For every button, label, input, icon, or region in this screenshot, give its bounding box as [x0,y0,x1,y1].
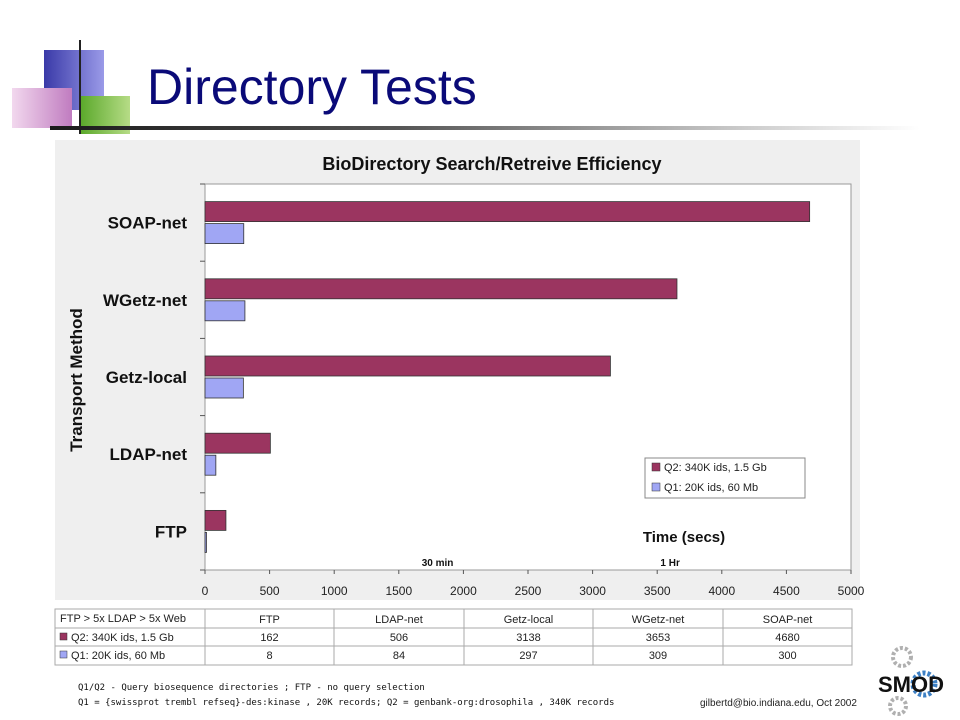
legend-label-q2: Q2: 340K ids, 1.5 Gb [664,462,767,474]
category-label: WGetz-net [103,291,187,310]
table-cells: FTP LDAP-net Getz-local WGetz-net SOAP-net Q2… [59,614,813,662]
x-tick-label: 0 [202,584,209,598]
table-col-header: LDAP-net [375,614,423,626]
bar-soap-net-s2 [204,223,245,245]
x-axis-label: Time (secs) [643,529,725,546]
table-cell: 3653 [646,632,670,644]
table-row-label: Q2: 340K ids, 1.5 Gb [71,632,174,644]
legend-box [644,457,806,499]
x-tick-label: 4500 [773,584,800,598]
chart-title: BioDirectory Search/Retreive Efficiency [322,154,661,174]
annotation: 1 Hr [660,558,680,569]
bar-getz-local-s2 [204,377,244,399]
footer-line-2: Q1 = {swissprot trembl refseq}-des:kinas… [78,698,614,708]
bar-ftp-s2 [204,532,207,553]
bar-wgetz-net-s1 [204,278,678,300]
table-header-label: FTP > 5x LDAP > 5x Web [60,613,186,625]
deco-pink-square [12,88,72,128]
x-tick-label: 1000 [321,584,348,598]
table-col-header: SOAP-net [763,614,813,626]
x-tick-label: 5000 [838,584,865,598]
annotation: 30 min [422,558,454,569]
x-tick-label: 2500 [515,584,542,598]
table-row-label: Q1: 20K ids, 60 Mb [71,650,165,662]
logo-text: SMOD [878,672,944,697]
x-tick-label: 500 [260,584,280,598]
gear-icon [891,646,913,668]
gear-icon [888,696,908,716]
y-axis-label: Transport Method [67,308,86,452]
table-col-header: Getz-local [504,614,554,626]
table-col-header: FTP [259,614,280,626]
footer-email: gilbertd@bio.indiana.edu, Oct 2002 [700,698,857,709]
table-cell: 506 [390,632,408,644]
table-row-swatch [59,632,68,641]
table-cell: 297 [519,650,537,662]
x-tick-label: 2000 [450,584,477,598]
bar-ftp-s1 [204,509,227,531]
bar-wgetz-net-s2 [204,300,246,322]
table-col-header: WGetz-net [632,614,685,626]
table-cell: 8 [266,650,272,662]
legend-swatch-q2 [651,462,661,472]
table-bg [54,608,853,666]
x-tick-label: 3000 [579,584,606,598]
gear-icon [910,670,938,698]
table-cell: 4680 [775,632,799,644]
category-label: Getz-local [106,368,187,387]
legend-label-q1: Q1: 20K ids, 60 Mb [664,482,758,494]
x-tick-label: 1500 [385,584,412,598]
bar-ldap-net-s2 [204,454,217,476]
category-label: LDAP-net [110,445,188,464]
legend: Q2: 340K ids, 1.5 Gb Q1: 20K ids, 60 Mb [644,457,806,499]
table-cell: 84 [393,650,405,662]
bar-getz-local-s1 [204,355,611,377]
table-cell: 300 [778,650,796,662]
table-cell: 162 [260,632,278,644]
plot-area [204,183,852,571]
annotations: 30 min 1 Hr [422,558,680,569]
category-label: FTP [155,522,187,541]
category-label: SOAP-net [108,214,188,233]
bar-ldap-net-s1 [204,432,271,454]
table-row-swatch [59,650,68,659]
data-table: FTP > 5x LDAP > 5x Web FTP LDAP-net Getz-l… [54,608,853,666]
slide-title: Directory Tests [147,59,477,115]
table-cell: 309 [649,650,667,662]
table-cell: 3138 [516,632,540,644]
x-tick-label: 3500 [644,584,671,598]
legend-swatch-q1 [651,482,661,492]
y-tick-marks [200,183,205,571]
x-tick-labels: 0 500 1000 1500 2000 2500 3000 3500 4000 4500 5000 [202,570,865,598]
bar-soap-net-s1 [204,201,811,223]
smod-logo: SMOD [878,646,944,716]
title-rule [50,126,920,130]
category-labels: SOAP-net WGetz-net Getz-local LDAP-net FTP [103,214,187,542]
deco-vertical-line [79,40,81,134]
footer-line-1: Q1/Q2 - Query biosequence directories ; … [78,683,425,693]
x-tick-label: 4000 [708,584,735,598]
bars [204,201,811,553]
